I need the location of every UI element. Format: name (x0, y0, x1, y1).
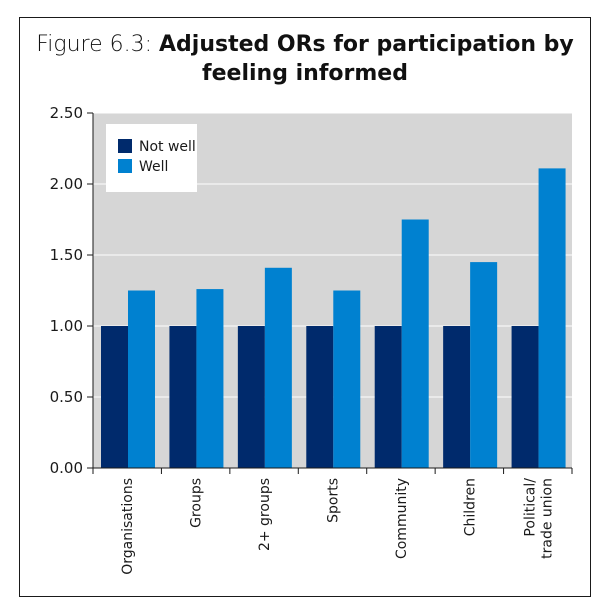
bar-well (196, 289, 224, 468)
bar-well (470, 262, 498, 468)
bar-well (538, 168, 566, 468)
bar-well (264, 267, 292, 468)
legend: Not well Well (106, 124, 197, 192)
bar-well (333, 290, 361, 468)
bar-not-well (306, 326, 334, 468)
x-category-label: 2+ groups (257, 478, 273, 551)
title-line-2: feeling informed (202, 61, 408, 86)
figure-number: Figure 6.3: (36, 32, 159, 57)
y-tick-label: 2.00 (50, 175, 83, 193)
title-line-1: Adjusted ORs for participation by (159, 32, 574, 57)
bar-not-well (443, 326, 471, 468)
bars (101, 168, 566, 468)
y-tick-label: 1.50 (50, 246, 83, 264)
x-category-label: Community (394, 478, 410, 559)
bar-not-well (374, 326, 402, 468)
legend-swatch (118, 159, 132, 173)
legend-box (106, 124, 197, 192)
bar-chart: 0.00 0.50 1.00 1.50 2.00 2.50 Organisations Gr… (50, 104, 573, 574)
bar-not-well (237, 326, 265, 468)
y-axis-tick-labels: 0.00 0.50 1.00 1.50 2.00 2.50 (50, 104, 83, 477)
x-category-label: trade union (539, 478, 555, 559)
x-category-label: Groups (189, 478, 205, 528)
y-tick-label: 0.50 (50, 388, 83, 406)
x-axis-category-labels: Organisations Groups 2+ groups Sports Commun… (120, 478, 555, 574)
legend-label: Well (139, 159, 168, 175)
bar-not-well (511, 326, 539, 468)
axes (87, 112, 573, 474)
x-category-label: Political/ (522, 478, 538, 537)
legend-label: Not well (139, 139, 196, 155)
chart-title: Figure 6.3: Adjusted ORs for participati… (19, 31, 591, 89)
bar-well (401, 219, 429, 468)
y-tick-label: 1.00 (50, 317, 83, 335)
x-category-label: Sports (326, 478, 342, 523)
y-tick-label: 2.50 (50, 104, 83, 122)
bar-not-well (101, 326, 128, 468)
x-category-label: Children (462, 478, 478, 536)
legend-swatch (118, 139, 132, 153)
y-tick-label: 0.00 (50, 459, 83, 477)
bar-not-well (169, 326, 197, 468)
bar-well (128, 290, 155, 468)
x-category-label: Organisations (120, 478, 136, 574)
